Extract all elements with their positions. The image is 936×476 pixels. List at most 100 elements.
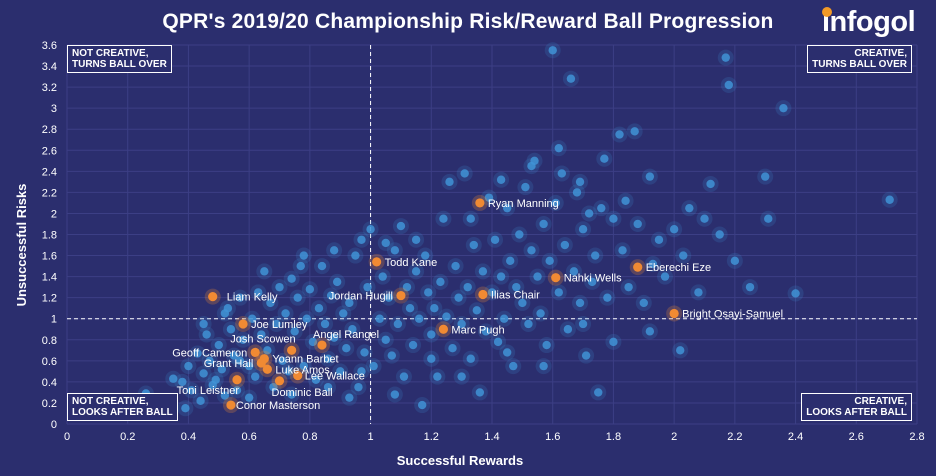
league-point xyxy=(430,303,439,313)
league-point xyxy=(457,372,466,381)
y-tick-labels: 0 0.2 0.4 0.6 0.8 1 1.2 1.4 1.6 1.8 2 2.2 2.4 2.6 2.8 3… xyxy=(42,40,57,431)
league-point xyxy=(591,251,600,260)
highlight-point xyxy=(475,198,485,208)
league-point xyxy=(299,361,308,371)
league-point xyxy=(384,293,393,302)
league-point xyxy=(390,246,400,255)
league-point xyxy=(566,74,576,83)
y-tick-label: 0.6 xyxy=(42,356,57,368)
league-point xyxy=(187,386,196,395)
player-label: Bright Osayi-Samuel xyxy=(682,308,783,320)
league-point xyxy=(551,198,560,208)
y-tick-label: 2.4 xyxy=(42,166,57,178)
quadrant-top-right-box: CREATIVE, TURNS BALL OVER xyxy=(807,45,912,73)
league-point xyxy=(308,337,318,347)
y-tick-label: 3.6 xyxy=(42,40,57,52)
infogol-logo: infogol xyxy=(822,6,916,38)
league-point xyxy=(302,314,312,323)
league-point xyxy=(360,348,369,357)
highlight-point xyxy=(478,289,488,300)
league-point xyxy=(369,361,378,371)
league-point xyxy=(342,344,351,353)
league-point xyxy=(724,80,733,90)
league-point xyxy=(296,261,305,271)
league-point xyxy=(220,391,230,400)
league-point xyxy=(363,282,372,292)
highlight-point xyxy=(232,375,242,385)
league-point xyxy=(648,259,658,269)
y-tick-label: 1.2 xyxy=(42,293,57,305)
x-tick-label: 1.8 xyxy=(606,431,621,443)
league-point xyxy=(178,377,187,387)
league-point xyxy=(339,309,348,318)
league-point xyxy=(345,298,354,308)
league-point xyxy=(536,309,545,318)
y-tick-label: 3 xyxy=(51,103,57,115)
player-label: Eberechi Eze xyxy=(646,262,711,274)
league-point xyxy=(357,367,366,376)
league-point xyxy=(238,335,248,344)
league-point xyxy=(676,346,685,355)
league-point xyxy=(405,303,415,313)
league-point xyxy=(281,309,290,318)
league-point xyxy=(600,154,609,163)
league-point xyxy=(448,344,457,353)
league-point xyxy=(266,298,275,308)
league-point xyxy=(706,179,715,189)
league-point xyxy=(615,130,624,139)
league-point xyxy=(618,246,627,255)
x-tick-label: 0.8 xyxy=(302,431,317,443)
league-point xyxy=(284,367,293,376)
league-point xyxy=(524,319,533,329)
league-point xyxy=(205,356,214,366)
league-point xyxy=(439,214,448,223)
league-points xyxy=(137,42,898,417)
x-tick-label: 1.2 xyxy=(424,431,439,443)
highlight-point xyxy=(226,400,236,410)
league-point xyxy=(660,272,670,281)
highlight-point xyxy=(317,340,327,350)
league-point xyxy=(211,375,220,384)
chart-title: QPR's 2019/20 Championship Risk/Reward B… xyxy=(162,10,774,33)
league-point xyxy=(202,330,211,339)
league-point xyxy=(421,251,430,260)
y-tick-label: 1.6 xyxy=(42,251,57,263)
league-point xyxy=(624,282,633,292)
league-point xyxy=(323,354,333,363)
league-point xyxy=(411,235,421,244)
league-point xyxy=(336,367,345,376)
league-point xyxy=(351,251,360,260)
y-tick-label: 3.2 xyxy=(42,82,57,94)
league-point xyxy=(402,282,412,292)
player-label: Toni Leistner xyxy=(177,385,240,397)
x-tick-labels: 0 0.2 0.4 0.6 0.8 1 1.2 1.4 1.6 1.8 2 2.2 2.4 2.6 2.8 xyxy=(64,431,925,443)
league-point xyxy=(269,382,278,392)
player-label: Angel Rangel xyxy=(313,329,379,341)
league-point xyxy=(460,169,469,178)
highlight-point xyxy=(551,273,561,283)
league-point xyxy=(506,256,515,266)
league-point xyxy=(366,225,375,234)
league-point xyxy=(217,365,227,374)
league-point xyxy=(499,314,509,323)
league-point xyxy=(490,235,500,244)
highlighted-points xyxy=(204,194,683,414)
league-point xyxy=(317,261,327,271)
league-point xyxy=(779,103,788,113)
league-point xyxy=(199,369,208,378)
league-point xyxy=(436,277,445,287)
league-point xyxy=(393,319,403,329)
y-tick-label: 2.8 xyxy=(42,124,57,136)
x-tick-label: 0.6 xyxy=(241,431,256,443)
y-tick-label: 2 xyxy=(51,208,57,220)
league-point xyxy=(700,214,709,223)
league-point xyxy=(305,285,315,294)
league-point xyxy=(515,230,524,239)
league-point xyxy=(630,127,639,136)
y-tick-label: 1 xyxy=(51,314,57,326)
league-point xyxy=(487,288,497,297)
league-point xyxy=(329,246,339,255)
player-label: Geoff Cameron xyxy=(172,347,247,359)
player-label: Ilias Chair xyxy=(491,290,540,302)
league-point xyxy=(451,261,460,271)
